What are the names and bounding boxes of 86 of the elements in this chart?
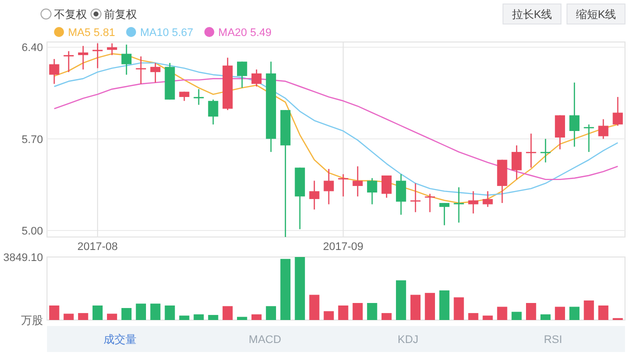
candlestick (584, 124, 594, 153)
text: KDJ (398, 334, 418, 346)
candlestick (121, 44, 132, 76)
text: 成交量 (104, 333, 136, 346)
bar (208, 314, 218, 320)
bar (78, 313, 88, 320)
bar (294, 257, 305, 320)
bar (569, 306, 580, 320)
candlestick (554, 114, 566, 150)
bar (222, 306, 233, 320)
bar (251, 314, 262, 320)
bar (106, 314, 118, 320)
bar (121, 308, 132, 320)
candlestick (251, 68, 262, 88)
bar (136, 304, 146, 320)
bar (237, 316, 248, 320)
text: 万股 (21, 315, 43, 327)
y-tick-label: 5.00 (22, 225, 43, 238)
candlestick (382, 174, 392, 198)
candlestick (454, 186, 464, 224)
bar (584, 300, 594, 320)
bar (382, 313, 392, 320)
bar (396, 280, 406, 320)
candlestick (64, 50, 74, 73)
bar (266, 306, 276, 320)
bar (324, 311, 334, 320)
bar (497, 306, 508, 320)
candlestick (468, 190, 478, 214)
candlestick (439, 202, 450, 226)
legend-label: MA5 5.81 (68, 27, 116, 39)
candlestick (194, 88, 204, 106)
candlestick (150, 62, 160, 84)
bar (468, 313, 478, 320)
x-tick-label: 2017-09 (323, 241, 364, 253)
candlestick (136, 56, 146, 84)
bar (512, 312, 522, 320)
bar (194, 314, 204, 320)
candlestick (309, 180, 320, 210)
legend-label: MA10 5.67 (140, 27, 194, 39)
candlestick (208, 98, 218, 126)
text: 缩短K线 (576, 8, 616, 21)
bar (150, 304, 160, 320)
bar (92, 306, 103, 320)
candlestick (482, 190, 493, 208)
candlestick (598, 118, 608, 140)
legend-label: MA20 5.49 (218, 27, 272, 39)
bar (338, 306, 348, 320)
x-tick-label: 2017-08 (77, 241, 118, 253)
text: 拉长K线 (512, 8, 552, 21)
bar (64, 314, 74, 320)
bar (439, 290, 450, 320)
candlestick (49, 58, 60, 84)
bar (554, 306, 566, 320)
bar (482, 316, 493, 320)
bar (424, 292, 435, 320)
bar (309, 294, 320, 320)
candlestick (396, 174, 406, 216)
bar (49, 306, 60, 320)
bar (410, 294, 421, 320)
bar (526, 302, 536, 320)
bar (540, 314, 551, 320)
bar (352, 302, 363, 320)
y-tick-label: 5.70 (22, 134, 43, 146)
bar (367, 302, 378, 320)
candlestick (612, 96, 623, 126)
text: MACD (248, 334, 282, 346)
candlestick (352, 166, 363, 198)
candlestick (569, 82, 580, 148)
bar (280, 258, 290, 320)
bar (164, 306, 175, 320)
text: 不复权 (54, 9, 87, 21)
bar (598, 306, 608, 320)
bar (454, 297, 464, 320)
y-tick-label: 6.40 (22, 42, 43, 54)
candlestick (512, 144, 522, 180)
candlestick (179, 91, 190, 102)
candlestick (367, 178, 378, 205)
candlestick (338, 174, 348, 198)
text: 3849.10 (3, 252, 43, 264)
candlestick (324, 168, 334, 205)
text: RSI (544, 334, 562, 346)
bar (179, 316, 190, 320)
candlestick (237, 61, 248, 88)
candlestick (78, 45, 88, 70)
candlestick (106, 42, 118, 56)
text: 前复权 (104, 9, 137, 21)
